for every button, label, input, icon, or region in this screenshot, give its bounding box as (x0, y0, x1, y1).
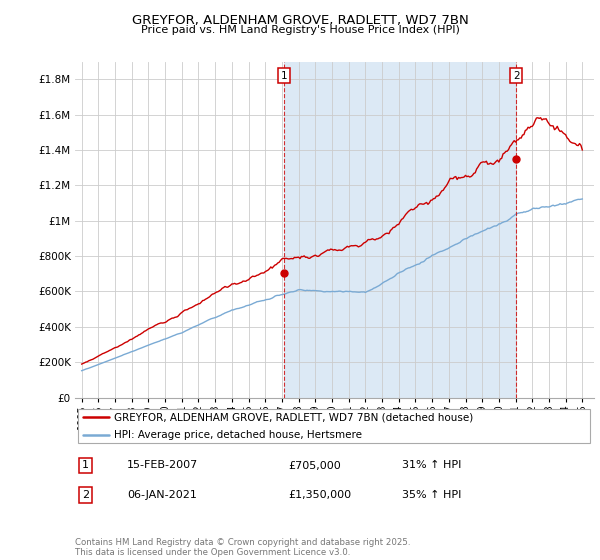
Text: GREYFOR, ALDENHAM GROVE, RADLETT, WD7 7BN (detached house): GREYFOR, ALDENHAM GROVE, RADLETT, WD7 7B… (114, 412, 473, 422)
Text: 35% ↑ HPI: 35% ↑ HPI (402, 490, 461, 500)
Text: 1: 1 (281, 71, 287, 81)
Text: 06-JAN-2021: 06-JAN-2021 (127, 490, 197, 500)
Text: 2: 2 (513, 71, 520, 81)
Text: GREYFOR, ALDENHAM GROVE, RADLETT, WD7 7BN: GREYFOR, ALDENHAM GROVE, RADLETT, WD7 7B… (131, 14, 469, 27)
Text: 31% ↑ HPI: 31% ↑ HPI (402, 460, 461, 470)
Text: Price paid vs. HM Land Registry's House Price Index (HPI): Price paid vs. HM Land Registry's House … (140, 25, 460, 35)
Text: 1: 1 (82, 460, 89, 470)
Text: HPI: Average price, detached house, Hertsmere: HPI: Average price, detached house, Hert… (114, 430, 362, 440)
Text: £705,000: £705,000 (288, 460, 341, 470)
Text: £1,350,000: £1,350,000 (288, 490, 351, 500)
Text: 2: 2 (82, 490, 89, 500)
Text: Contains HM Land Registry data © Crown copyright and database right 2025.
This d: Contains HM Land Registry data © Crown c… (75, 538, 410, 557)
Text: 15-FEB-2007: 15-FEB-2007 (127, 460, 198, 470)
Bar (284, 62, 516, 398)
FancyBboxPatch shape (77, 409, 590, 444)
